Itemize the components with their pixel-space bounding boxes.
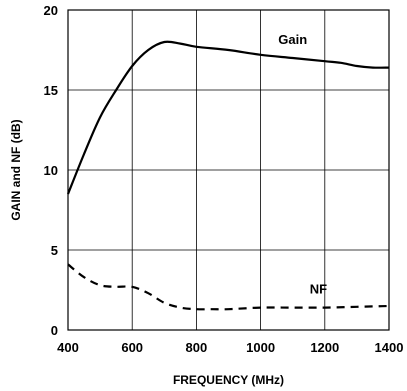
y-tick-label: 10 bbox=[44, 163, 58, 178]
gain-series-label: Gain bbox=[278, 32, 307, 47]
y-tick-label: 0 bbox=[51, 323, 58, 338]
y-tick-label: 5 bbox=[51, 243, 58, 258]
series-layer: Gain NF bbox=[66, 32, 390, 311]
x-tick-label: 600 bbox=[121, 340, 143, 355]
grid-lines bbox=[68, 10, 389, 330]
x-tick-label: 400 bbox=[57, 340, 79, 355]
y-axis-label: GAIN and NF (dB) bbox=[9, 119, 23, 220]
x-tick-label: 800 bbox=[186, 340, 208, 355]
x-tick-label: 1200 bbox=[310, 340, 339, 355]
y-tick-label: 15 bbox=[44, 83, 58, 98]
x-tick-label: 1000 bbox=[246, 340, 275, 355]
x-axis-label: FREQUENCY (MHz) bbox=[173, 373, 284, 387]
plot-frame bbox=[67, 9, 390, 331]
y-tick-labels: 0 5 10 15 20 bbox=[44, 3, 58, 338]
gain-series-line bbox=[66, 40, 390, 195]
x-tick-label: 1400 bbox=[375, 340, 404, 355]
nf-series-label: NF bbox=[310, 282, 327, 297]
y-tick-label: 20 bbox=[44, 3, 58, 18]
nf-series-line bbox=[67, 263, 390, 311]
x-tick-labels: 400 600 800 1000 1200 1400 bbox=[57, 340, 403, 355]
